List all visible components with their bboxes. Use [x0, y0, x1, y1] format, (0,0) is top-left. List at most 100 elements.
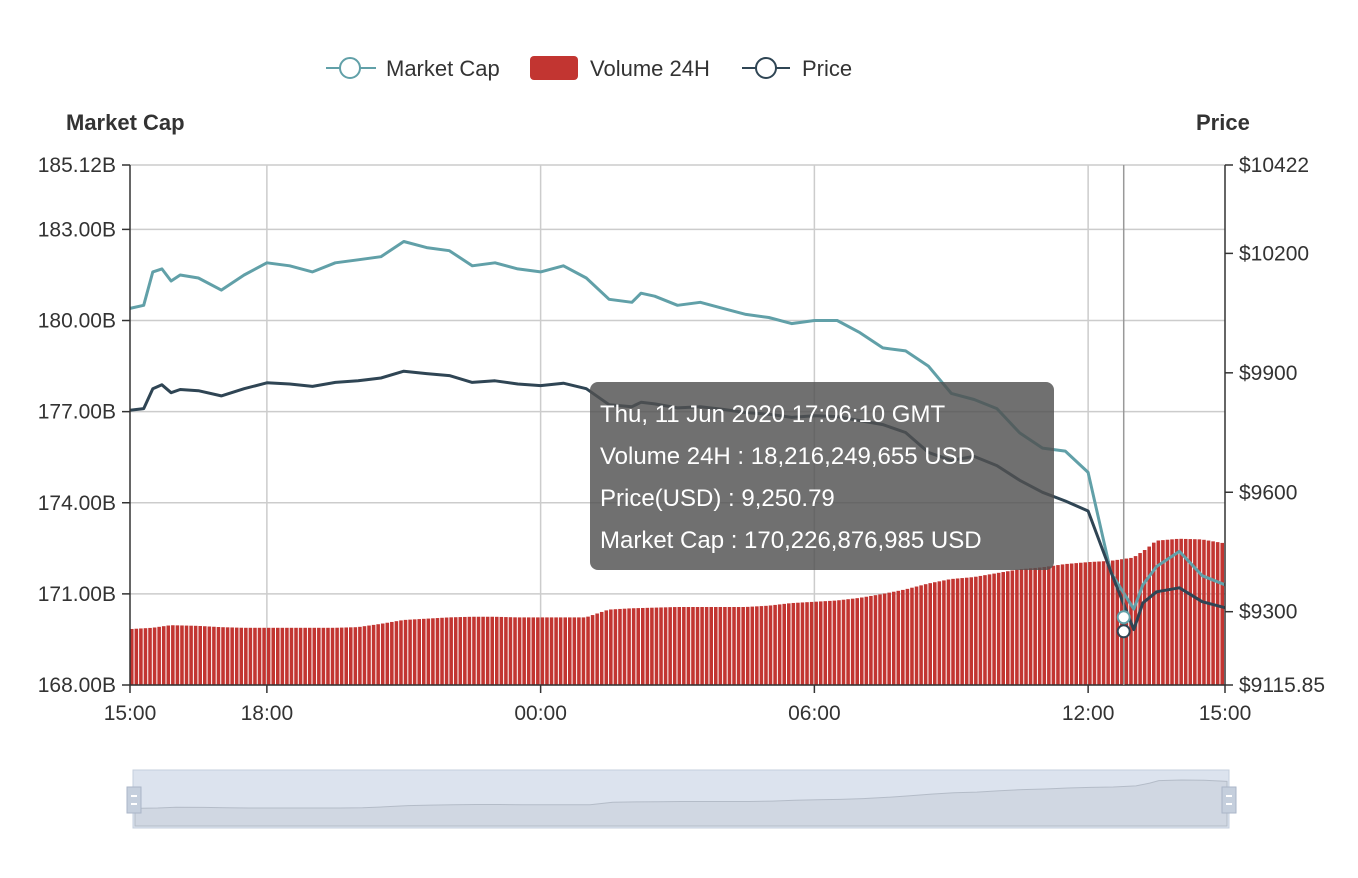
x-tick-label: 18:00: [241, 702, 294, 725]
volume-bar: [435, 618, 440, 685]
volume-bar: [221, 627, 225, 685]
volume-bar: [266, 627, 271, 685]
volume-bar: [974, 576, 978, 685]
volume-bar: [860, 597, 864, 685]
volume-bar: [171, 625, 175, 685]
right-tick-label: $10422: [1239, 154, 1309, 177]
volume-bar: [960, 578, 964, 685]
volume-bar: [828, 600, 832, 685]
volume-bar: [841, 599, 846, 685]
volume-bar: [837, 600, 841, 685]
right-tick-label: $10200: [1239, 242, 1309, 265]
volume-bar: [928, 583, 932, 685]
volume-bar: [463, 616, 467, 685]
volume-bar: [376, 624, 380, 685]
volume-bar: [294, 627, 298, 685]
volume-bar: [563, 617, 567, 685]
volume-bar: [330, 627, 335, 685]
volume-bar: [1083, 562, 1088, 685]
volume-bar: [440, 617, 444, 685]
volume-bar: [887, 592, 891, 685]
volume-bar: [969, 577, 974, 685]
volume-bar: [244, 627, 248, 685]
volume-bar: [905, 588, 910, 685]
volume-bar: [983, 575, 987, 685]
volume-bar: [832, 600, 837, 685]
volume-bar: [422, 618, 426, 685]
volume-bar: [1097, 561, 1101, 685]
volume-bar: [1056, 565, 1060, 685]
legend-item-market-cap[interactable]: Market Cap: [326, 56, 500, 81]
right-tick-label: $9600: [1239, 481, 1297, 504]
volume-bar: [768, 605, 773, 685]
volume-bar: [203, 626, 207, 685]
volume-bar: [869, 595, 873, 685]
volume-bar: [225, 627, 230, 685]
left-tick-label: 171.00B: [38, 583, 116, 606]
volume-bar: [873, 595, 878, 685]
volume-bar: [444, 617, 449, 685]
legend-item-price[interactable]: Price: [742, 56, 852, 81]
volume-bar: [339, 627, 344, 685]
data-zoom-handle-left[interactable]: [126, 786, 142, 814]
volume-bar: [919, 585, 923, 685]
x-tick-label: 15:00: [104, 702, 157, 725]
volume-bar: [303, 627, 307, 685]
volume-bar: [805, 602, 809, 685]
volume-bar: [750, 606, 755, 685]
volume-bar: [741, 607, 745, 685]
volume-bar: [545, 617, 549, 685]
volume-bar: [143, 628, 148, 685]
rounded-rect-icon: [530, 56, 578, 80]
volume-bar: [257, 627, 262, 685]
volume-bar: [349, 627, 353, 685]
volume-bar: [312, 627, 317, 685]
volume-bar: [937, 581, 942, 685]
volume-bar: [1010, 570, 1015, 685]
volume-bar: [891, 591, 896, 685]
volume-bar: [431, 618, 435, 685]
volume-bar: [239, 627, 244, 685]
legend: Market Cap Volume 24H Price: [326, 56, 852, 81]
volume-bar: [522, 617, 526, 685]
volume-bar: [668, 607, 672, 685]
volume-bar: [987, 574, 992, 685]
volume-bar: [645, 607, 650, 685]
volume-bar: [1215, 542, 1220, 685]
volume-bar: [180, 625, 184, 685]
volume-bar: [964, 577, 969, 685]
volume-bar: [134, 628, 139, 685]
volume-bar: [1047, 566, 1051, 685]
volume-bar: [586, 616, 590, 685]
volume-bar: [230, 627, 234, 685]
volume-bar: [864, 596, 869, 685]
volume-bar: [1069, 563, 1074, 685]
volume-bar: [850, 598, 855, 685]
circle-line-icon: [755, 57, 777, 79]
volume-bar: [1001, 572, 1005, 685]
volume-bar: [714, 607, 718, 685]
volume-bar: [472, 616, 476, 685]
volume-bar: [161, 626, 166, 685]
x-tick-label: 12:00: [1062, 702, 1115, 725]
left-tick-label: 180.00B: [38, 310, 116, 333]
volume-bars: [130, 538, 1224, 685]
volume-bar: [682, 607, 686, 685]
data-zoom-handle-right[interactable]: [1221, 786, 1237, 814]
volume-bar: [978, 575, 983, 685]
volume-bar: [130, 628, 134, 685]
volume-bar: [818, 601, 823, 685]
volume-bar: [1165, 539, 1170, 685]
volume-bar: [823, 601, 828, 685]
volume-bar: [1197, 539, 1202, 685]
volume-bar: [1147, 546, 1151, 685]
volume-bar: [513, 617, 517, 685]
data-zoom-slider[interactable]: [126, 769, 1237, 829]
volume-bar: [193, 625, 198, 685]
volume-bar: [796, 602, 800, 685]
legend-item-volume[interactable]: Volume 24H: [530, 56, 710, 81]
volume-bar: [923, 584, 928, 685]
volume-bar: [362, 626, 367, 685]
volume-bar: [618, 608, 622, 685]
volume-bar: [787, 603, 791, 685]
